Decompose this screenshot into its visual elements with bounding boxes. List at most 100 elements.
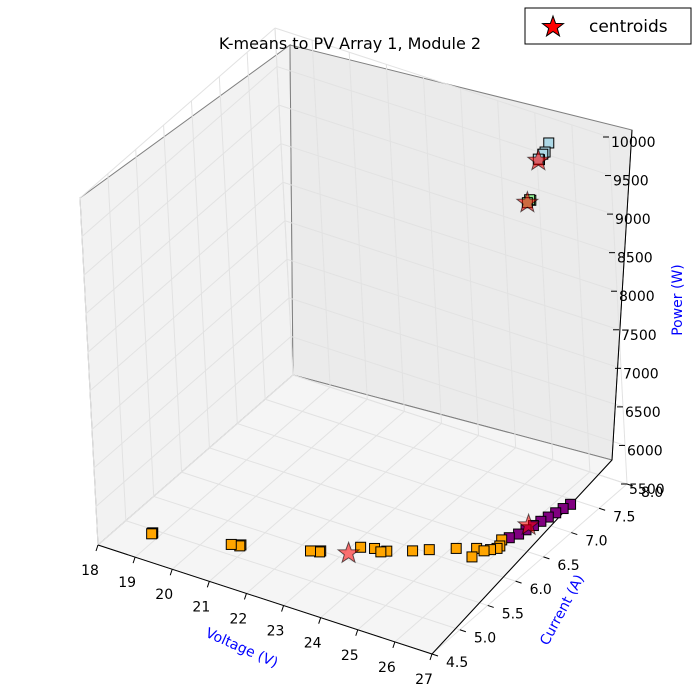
grid-line	[311, 40, 331, 388]
legend-entry-centroids: centroids	[589, 17, 668, 37]
grid-line	[97, 374, 294, 546]
y-tick-label: 8.0	[641, 485, 663, 501]
legend: centroids	[524, 7, 692, 45]
centroid-markers	[336, 148, 551, 564]
data-point-orange	[305, 545, 317, 557]
chart-title: K-means to PV Array 1, Module 2	[219, 34, 481, 53]
data-point-orange	[225, 538, 237, 550]
grid-lines	[79, 27, 628, 655]
grid-line	[286, 258, 622, 369]
legend-star-icon	[541, 14, 565, 38]
data-point-orange	[423, 544, 435, 556]
x-tick-label: 27	[415, 672, 433, 688]
y-axis-line	[431, 459, 613, 655]
x-tick-label: 26	[378, 660, 396, 676]
grid-line	[280, 143, 616, 254]
data-point-orange	[450, 542, 462, 554]
grid-line	[292, 374, 628, 485]
grid-line	[274, 27, 610, 138]
grid-line	[284, 220, 620, 331]
y-tick-label: 6.5	[557, 558, 579, 574]
x-tick-label: 20	[155, 587, 173, 603]
data-point-orange	[355, 541, 367, 553]
grid-line	[83, 104, 280, 276]
grid-line	[89, 220, 286, 392]
grid-line	[282, 181, 618, 292]
grid-line	[264, 398, 600, 509]
grid-line	[181, 471, 516, 582]
axis-lines	[97, 129, 633, 655]
grid-line	[274, 27, 294, 376]
grid-line	[135, 149, 155, 497]
y-tick	[431, 653, 439, 657]
axis-panes	[79, 44, 633, 655]
grid-line	[163, 125, 183, 473]
y-tick	[459, 629, 467, 633]
data-point-orange	[375, 546, 387, 558]
x-tick	[206, 581, 210, 588]
data-point-orange	[478, 545, 490, 557]
grid-line	[125, 520, 461, 631]
grid-line	[246, 52, 266, 400]
data-point-orange	[314, 546, 326, 558]
z-axis-label: Power (W)	[670, 264, 686, 336]
grid-line	[79, 27, 276, 199]
grid-line	[93, 297, 290, 469]
y-tick	[626, 483, 634, 487]
x-tick-label: 19	[118, 575, 136, 591]
grid-line	[460, 88, 480, 436]
grid-line	[290, 335, 626, 446]
x-tick-label: 24	[304, 636, 322, 652]
y-tick	[487, 604, 494, 608]
grid-line	[571, 124, 591, 472]
y-tick-label: 6.0	[530, 582, 552, 598]
z-tick-label: 9500	[613, 174, 649, 190]
data-point-lightblue	[543, 137, 555, 149]
grid-line	[497, 100, 517, 448]
y-tick-label: 5.5	[502, 606, 524, 622]
x-tick-label: 25	[341, 648, 359, 664]
x-axis-line	[97, 544, 433, 655]
y-tick	[543, 556, 550, 560]
y-tick-label: 7.5	[613, 509, 635, 525]
x-tick	[318, 617, 322, 624]
grid-line	[283, 435, 479, 606]
data-point-orange	[466, 551, 478, 563]
z-tick-label: 7000	[623, 366, 659, 382]
grid-line	[288, 297, 624, 408]
x-tick-label: 23	[267, 624, 285, 640]
grid-line	[348, 52, 368, 400]
x-tick-label: 18	[81, 563, 99, 579]
grid-line	[190, 100, 210, 448]
grid-line	[278, 104, 614, 215]
x-tick	[132, 556, 136, 564]
x-tick	[429, 653, 433, 661]
grid-line	[237, 423, 572, 534]
z-tick-label: 5500	[629, 482, 665, 498]
grid-line	[171, 398, 368, 570]
centroid-marker	[526, 148, 551, 171]
z-tick-label: 10000	[611, 135, 656, 151]
data-point-orange	[407, 545, 419, 557]
x-tick	[243, 593, 247, 600]
grid-line	[85, 143, 282, 315]
grid-line	[320, 447, 516, 619]
centroid-marker	[336, 540, 361, 564]
x-tick	[95, 544, 99, 552]
grid-line	[91, 258, 288, 430]
x-tick-label: 22	[230, 611, 248, 627]
tick-labels: 18 19 20 21 22 23 24 25 26 27 4.5 5.0 5.5 6.0 6.5 7.0 7.…	[81, 135, 665, 688]
grid-line	[276, 66, 612, 177]
grid-line	[608, 136, 628, 485]
grid-line	[107, 173, 127, 521]
centroid-marker	[516, 512, 541, 536]
z-tick-label: 8000	[619, 289, 655, 305]
x-tick	[169, 569, 173, 576]
data-point-orange	[146, 528, 158, 540]
z-tick-label: 8500	[617, 251, 653, 267]
grid-line	[134, 386, 331, 558]
x-tick-label: 21	[192, 599, 210, 615]
y-tick-label: 5.0	[474, 631, 496, 647]
z-tick-label: 9000	[615, 212, 651, 228]
